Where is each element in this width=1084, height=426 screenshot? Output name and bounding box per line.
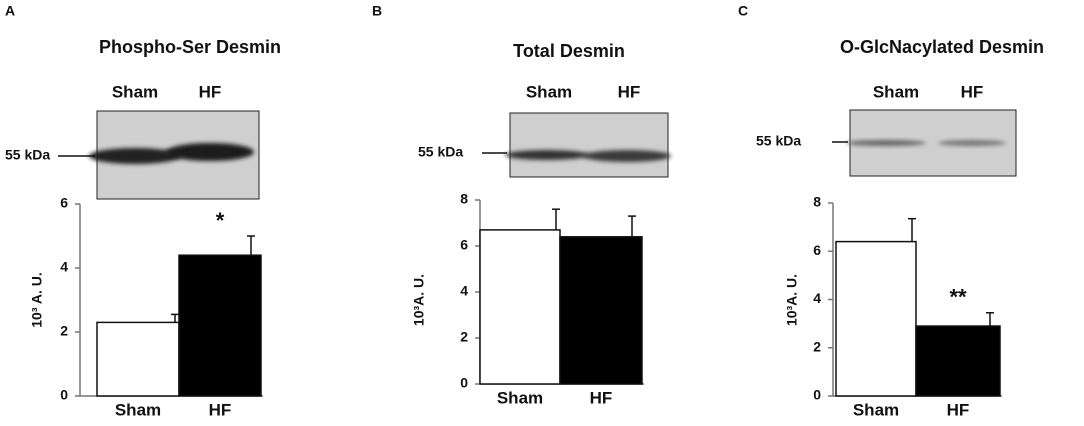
blot-marker: 55 kDa (5, 147, 50, 163)
y-tick-label: 8 (813, 194, 821, 210)
bar (915, 325, 1001, 397)
y-axis-label: 10³A. U. (784, 274, 800, 326)
blot-band (166, 143, 254, 161)
significance-label: ** (949, 285, 967, 310)
panel-label: C (738, 3, 748, 19)
significance-label: * (216, 208, 225, 233)
y-tick-label: 0 (813, 387, 821, 403)
y-tick-label: 6 (60, 195, 68, 211)
y-tick-label: 2 (60, 323, 68, 339)
y-tick-label: 0 (60, 387, 68, 403)
panel-label: B (372, 3, 382, 19)
bar (835, 240, 917, 397)
x-tick-label: HF (947, 400, 970, 419)
y-tick-label: 4 (460, 283, 468, 299)
y-tick-label: 6 (813, 242, 821, 258)
panel-label: A (5, 3, 15, 19)
y-axis-label: 10³ A. U. (29, 272, 45, 328)
y-tick-label: 0 (460, 375, 468, 391)
blot-marker: 55 kDa (418, 144, 463, 160)
bar (178, 254, 262, 397)
x-tick-label: HF (209, 400, 232, 419)
y-tick-label: 2 (813, 338, 821, 354)
y-axis-label: 10³A. U. (411, 274, 427, 326)
blot-image (509, 112, 669, 178)
blot-lane-label: Sham (873, 82, 919, 101)
chart-title: Total Desmin (513, 41, 625, 61)
blot-lane-label: HF (618, 82, 641, 101)
blot-band (583, 150, 671, 162)
blot-lane-label: HF (961, 82, 984, 101)
bar (559, 236, 643, 385)
blot-band (89, 148, 181, 164)
y-tick-label: 2 (460, 329, 468, 345)
blot-marker: 55 kDa (756, 133, 801, 149)
bar (96, 321, 180, 397)
x-tick-label: Sham (853, 400, 899, 419)
x-tick-label: Sham (497, 388, 543, 407)
bar (479, 229, 561, 385)
x-tick-label: HF (590, 388, 613, 407)
chart-title: O-GlcNacylated Desmin (840, 37, 1044, 57)
blot-band (505, 150, 589, 160)
blot-lane-label: Sham (112, 82, 158, 101)
blot-band (938, 140, 1006, 146)
blot-band (846, 140, 926, 146)
blot-lane-label: Sham (526, 82, 572, 101)
chart-title: Phospho-Ser Desmin (99, 37, 281, 57)
x-tick-label: Sham (115, 400, 161, 419)
y-tick-label: 4 (60, 259, 68, 275)
y-tick-label: 6 (460, 237, 468, 253)
y-tick-label: 4 (813, 290, 821, 306)
blot-lane-label: HF (199, 82, 222, 101)
y-tick-label: 8 (460, 191, 468, 207)
